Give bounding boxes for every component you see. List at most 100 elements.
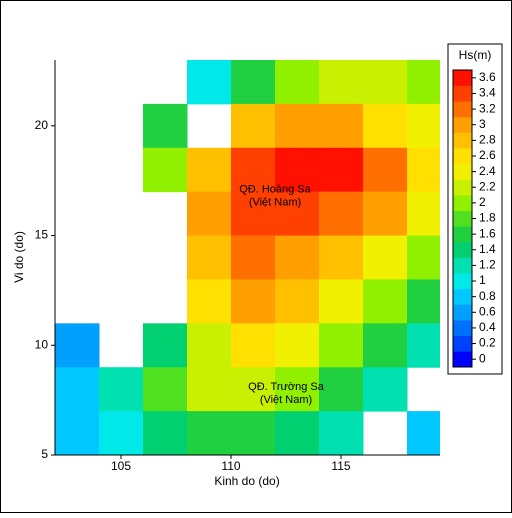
cell	[363, 191, 408, 237]
y-tick-label: 20	[35, 118, 49, 132]
cell	[319, 60, 364, 105]
cell	[319, 235, 364, 280]
colorbar-label: 1.4	[479, 242, 496, 256]
cell	[319, 103, 364, 149]
cell	[407, 147, 440, 193]
colorbar-swatch	[453, 288, 472, 305]
cell	[143, 103, 188, 149]
colorbar-swatch	[453, 320, 472, 337]
cell	[55, 323, 100, 368]
colorbar-swatch	[453, 304, 472, 321]
cell	[363, 147, 408, 193]
colorbar-label: 3.6	[479, 70, 496, 84]
cell	[275, 235, 320, 280]
colorbar-label: 2.4	[479, 164, 496, 178]
y-tick-label: 10	[35, 337, 49, 351]
colorbar-label: 2.2	[479, 179, 496, 193]
cell	[363, 60, 408, 105]
cell	[143, 147, 188, 193]
colorbar-label: 1	[479, 273, 486, 287]
cell	[231, 103, 276, 149]
cell	[319, 191, 364, 237]
colorbar-label: 3.4	[479, 86, 496, 100]
cell	[363, 235, 408, 280]
cell	[99, 367, 144, 412]
colorbar-swatch	[453, 195, 472, 211]
field	[55, 60, 440, 455]
cell	[319, 367, 364, 412]
cell	[231, 367, 276, 412]
cell	[143, 367, 188, 412]
colorbar-label: 3	[479, 117, 486, 131]
annotation: QĐ. Hoàng Sa	[239, 183, 311, 195]
colorbar-title: Hs(m)	[459, 48, 492, 62]
colorbar-swatch	[453, 148, 472, 165]
colorbar-swatch	[453, 210, 472, 227]
colorbar-label: 0.4	[479, 320, 496, 334]
cell	[187, 367, 232, 412]
colorbar-label: 2.6	[479, 148, 496, 162]
annotation: QĐ. Trường Sa	[248, 381, 325, 393]
cell	[275, 279, 320, 324]
cell	[187, 279, 232, 324]
colorbar-swatch	[453, 70, 472, 86]
cell	[143, 411, 188, 455]
cell	[143, 323, 188, 368]
cell	[407, 411, 440, 455]
cell	[275, 367, 320, 412]
cell	[319, 147, 364, 193]
cell	[363, 279, 408, 324]
colorbar-swatch	[453, 335, 472, 352]
y-tick-label: 5	[41, 447, 48, 461]
colorbar-swatch	[453, 85, 472, 102]
x-tick-label: 110	[221, 459, 240, 473]
colorbar-label: 1.8	[479, 211, 496, 225]
colorbar-swatch	[453, 351, 472, 368]
cell	[407, 191, 440, 237]
cell	[275, 147, 320, 193]
colorbar-label: 2	[479, 195, 486, 209]
cell	[99, 411, 144, 455]
colorbar-label: 3.2	[479, 101, 496, 115]
x-tick-label: 105	[111, 459, 131, 473]
cell	[275, 411, 320, 455]
colorbar-label: 0.2	[479, 336, 496, 350]
colorbar-swatch	[453, 241, 472, 258]
cell	[231, 60, 276, 105]
cell	[319, 411, 364, 455]
y-tick-label: 15	[35, 228, 49, 242]
colorbar-label: 2.8	[479, 133, 496, 147]
cell	[231, 411, 276, 455]
cell	[187, 323, 232, 368]
colorbar-swatch	[453, 101, 472, 118]
cell	[407, 323, 440, 368]
cell	[231, 191, 276, 237]
annotation: (Việt Nam)	[260, 394, 312, 406]
cell	[187, 235, 232, 280]
colorbar-outline	[452, 69, 473, 368]
cell	[231, 235, 276, 280]
annotation: (Việt Nam)	[249, 196, 301, 208]
cell	[319, 323, 364, 368]
cell	[407, 279, 440, 324]
colorbar-label: 1.6	[479, 226, 496, 240]
cell	[407, 103, 440, 149]
y-axis-label: Vi do (do)	[12, 231, 26, 283]
cell	[55, 411, 100, 455]
colorbar-label: 0	[479, 351, 486, 365]
cell	[407, 235, 440, 280]
cell	[275, 60, 320, 105]
colorbar-swatch	[453, 179, 472, 196]
colorbar-swatch	[453, 257, 472, 274]
cell	[231, 279, 276, 324]
colorbar-label: 1.2	[479, 258, 496, 272]
cell	[275, 191, 320, 237]
cell	[187, 191, 232, 237]
colorbar-swatch	[453, 273, 472, 290]
colorbar-label: 0.6	[479, 304, 496, 318]
colorbar-swatch	[453, 163, 472, 180]
cell	[319, 279, 364, 324]
cell	[231, 323, 276, 368]
colorbar-label: 0.8	[479, 289, 496, 303]
